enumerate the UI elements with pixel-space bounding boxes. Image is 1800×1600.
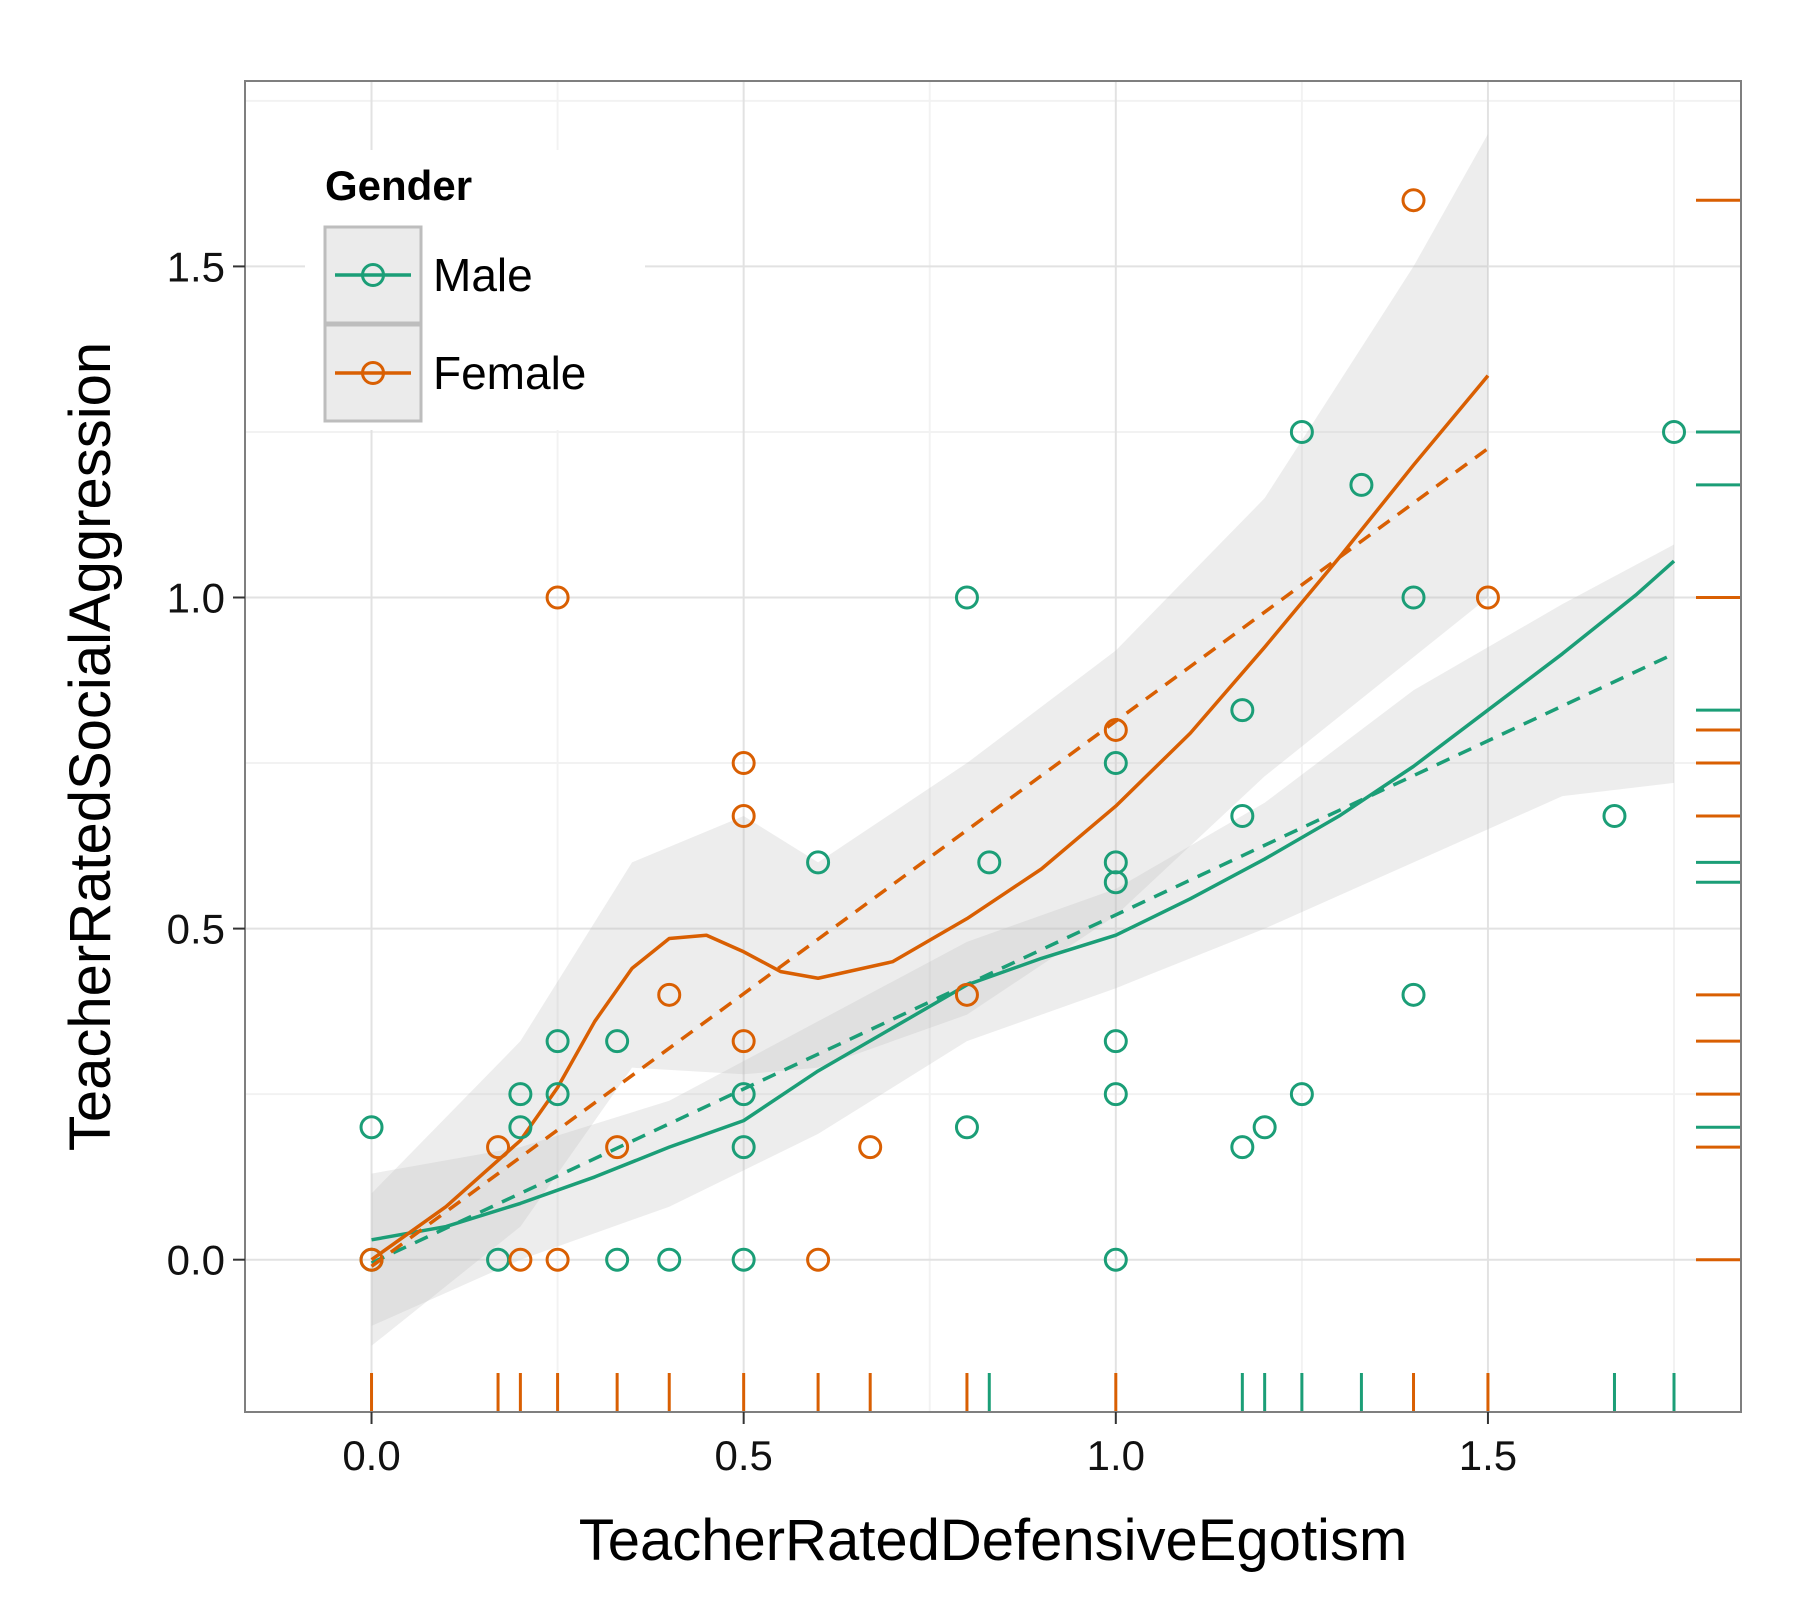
y-tick-label: 0.0 (167, 1237, 225, 1284)
data-point-female (954, 982, 979, 1007)
data-point-female (359, 1247, 384, 1272)
legend-label-male: Male (433, 249, 533, 301)
confidence-bands (371, 133, 1675, 1346)
data-point-male (1103, 751, 1128, 776)
y-axis: 0.0 0.5 1.0 1.5 (167, 243, 245, 1284)
legend-label-female: Female (433, 347, 586, 399)
data-point-female (657, 982, 682, 1007)
data-point-male (359, 1115, 384, 1140)
data-point-male (1289, 1082, 1314, 1107)
data-point-female (731, 751, 756, 776)
x-tick-label: 0.0 (342, 1432, 400, 1479)
legend-key-female (323, 323, 423, 423)
data-point-male (1103, 870, 1128, 895)
data-point-male (1349, 472, 1374, 497)
data-point-male (508, 1082, 533, 1107)
data-point-male (1252, 1115, 1277, 1140)
data-point-male (806, 850, 831, 875)
data-point-male (1230, 804, 1255, 829)
data-point-male (605, 1247, 630, 1272)
data-point-female (545, 585, 570, 610)
data-point-male (1401, 585, 1426, 610)
data-points (359, 188, 1687, 1272)
y-tick-label: 0.5 (167, 906, 225, 953)
data-point-male (1401, 982, 1426, 1007)
data-point-male (954, 1115, 979, 1140)
data-point-male (731, 1247, 756, 1272)
confidence-band-male (371, 544, 1675, 1326)
data-point-male (1103, 1082, 1128, 1107)
y-tick-label: 1.0 (167, 575, 225, 622)
rug-marks (370, 198, 1741, 1412)
data-point-male (1103, 1247, 1128, 1272)
data-point-female (731, 804, 756, 829)
legend-key-male (323, 225, 423, 325)
data-point-female (1103, 717, 1128, 742)
y-axis-label: TeacherRatedSocialAggression (58, 342, 123, 1151)
y-tick-label: 1.5 (167, 243, 225, 290)
data-point-female (486, 1135, 511, 1160)
data-point-male (1289, 419, 1314, 444)
data-point-male (1230, 698, 1255, 723)
x-tick-label: 1.0 (1087, 1432, 1145, 1479)
data-point-male (1662, 419, 1687, 444)
data-point-female (605, 1135, 630, 1160)
x-axis: 0.0 0.5 1.0 1.5 (342, 1412, 1517, 1479)
data-point-male (731, 1135, 756, 1160)
data-point-female (806, 1247, 831, 1272)
data-point-female (858, 1135, 883, 1160)
linear-fit-line-female (370, 447, 1489, 1268)
data-point-male (954, 585, 979, 610)
data-point-female (1401, 188, 1426, 213)
data-point-male (508, 1115, 533, 1140)
data-point-male (545, 1029, 570, 1054)
data-point-male (545, 1082, 570, 1107)
data-point-male (731, 1082, 756, 1107)
data-point-male (977, 850, 1002, 875)
loess-curve-male (371, 559, 1676, 1242)
data-point-male (657, 1247, 682, 1272)
legend-key-point (361, 263, 385, 287)
data-point-male (605, 1029, 630, 1054)
data-point-female (545, 1247, 570, 1272)
x-tick-label: 0.5 (714, 1432, 772, 1479)
x-axis-label: TeacherRatedDefensiveEgotism (579, 1508, 1408, 1573)
minor-gridlines (245, 81, 1741, 1412)
data-point-female (731, 1029, 756, 1054)
confidence-band-female (371, 133, 1488, 1346)
plot-panel-border (244, 80, 1742, 1413)
legend: Gender Male Female (305, 150, 645, 430)
data-point-female (1475, 585, 1500, 610)
legend-title: Gender (325, 162, 472, 209)
data-point-male (1230, 1135, 1255, 1160)
legend-key-point (361, 361, 385, 385)
x-tick-label: 1.5 (1459, 1432, 1517, 1479)
data-point-male (1602, 804, 1627, 829)
data-point-male (1103, 1029, 1128, 1054)
data-point-female (508, 1247, 533, 1272)
